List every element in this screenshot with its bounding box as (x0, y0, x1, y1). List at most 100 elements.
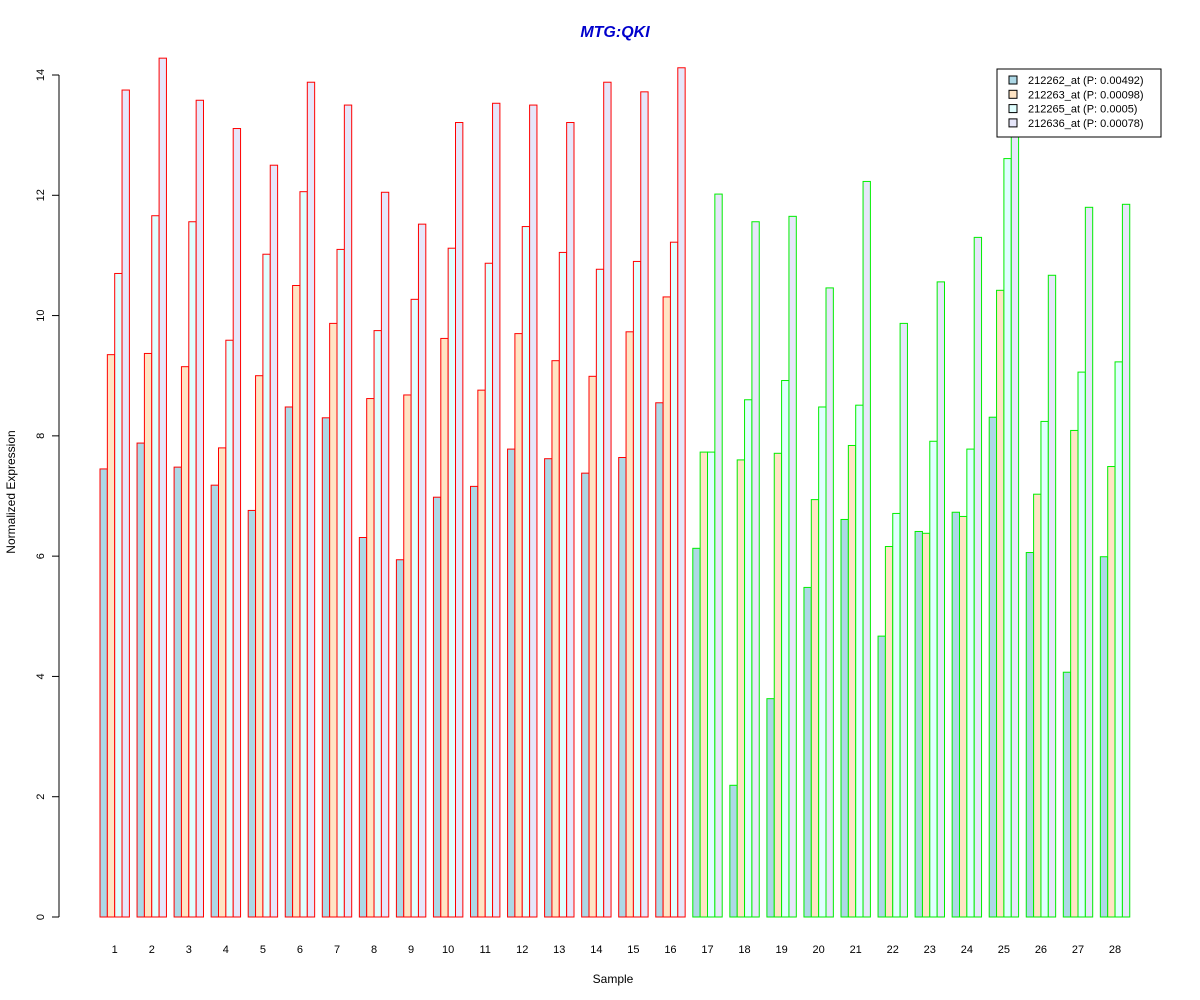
bar-s4-sample-1 (121, 89, 130, 918)
bar-s2-sample-11 (477, 389, 486, 918)
bar-s4-sample-19 (788, 215, 797, 918)
bar-s2-sample-19 (773, 452, 783, 918)
bar-group-sample-9 (395, 223, 427, 918)
bar-s4-sample-18 (751, 221, 760, 918)
bar-group-sample-18 (729, 221, 760, 918)
y-axis: 0 2 4 6 8 10 12 14 (35, 69, 60, 920)
legend-entry-label: 212263_at (P: 0.00098) (1028, 89, 1144, 101)
x-tick-label: 23 (924, 944, 936, 956)
x-tick-label: 19 (775, 944, 787, 956)
bar-s3-sample-28 (1114, 361, 1123, 918)
bar-s2-sample-16 (662, 296, 671, 918)
y-axis-label: Normalized Expression (4, 430, 18, 553)
bar-group-sample-21 (840, 180, 871, 918)
bar-s4-sample-11 (492, 102, 501, 918)
bar-s4-sample-22 (899, 322, 908, 918)
bar-s4-sample-8 (380, 191, 390, 918)
bar-s3-sample-24 (966, 448, 975, 918)
x-tick-label: 27 (1072, 944, 1084, 956)
bar-s2-sample-8 (366, 398, 375, 918)
x-tick-label: 22 (887, 944, 899, 956)
bar-group-sample-2 (136, 57, 167, 918)
bar-group-sample-13 (544, 122, 575, 918)
x-tick-label: 14 (590, 944, 602, 956)
legend-entry-label: 212636_at (P: 0.00078) (1028, 118, 1144, 130)
bar-s1-sample-22 (877, 635, 886, 918)
bar-s2-sample-9 (403, 394, 412, 918)
bar-s2-sample-17 (699, 451, 709, 918)
bar-group-sample-12 (507, 104, 538, 918)
bar-group-sample-3 (173, 99, 204, 918)
bar-s1-sample-3 (173, 466, 182, 918)
bar-s2-sample-22 (884, 546, 894, 918)
bar-s3-sample-20 (818, 406, 827, 918)
bar-s4-sample-17 (714, 193, 723, 918)
y-tick-label: 10 (35, 309, 47, 321)
bar-group-sample-24 (951, 236, 983, 918)
bar-s4-sample-2 (158, 57, 167, 918)
bar-s3-sample-18 (744, 399, 753, 918)
x-tick-label: 24 (961, 944, 973, 956)
x-axis-label: Sample (593, 972, 634, 986)
x-tick-label: 6 (297, 944, 303, 956)
bar-s3-sample-1 (114, 272, 123, 918)
bar-s2-sample-3 (180, 366, 190, 918)
bar-s4-sample-3 (195, 99, 204, 918)
bar-s4-sample-28 (1121, 203, 1131, 918)
y-tick-label: 14 (35, 69, 47, 81)
x-tick-label: 4 (223, 944, 229, 956)
bar-s4-sample-7 (343, 104, 353, 918)
bar-s3-sample-13 (558, 251, 568, 918)
bar-group-sample-27 (1062, 206, 1094, 918)
bar-group-sample-15 (618, 91, 649, 918)
bar-group-sample-28 (1099, 203, 1131, 918)
bar-s3-sample-12 (521, 226, 531, 918)
bar-group-sample-4 (210, 128, 242, 918)
bar-s4-sample-4 (232, 128, 242, 918)
bar-group-sample-16 (655, 67, 686, 918)
bar-s1-sample-19 (766, 698, 775, 918)
bar-s4-sample-10 (455, 122, 464, 918)
legend: 212262_at (P: 0.00492) 212263_at (P: 0.00… (996, 68, 1162, 138)
chart-title: MTG:QKI (580, 24, 650, 41)
x-tick-label: 15 (627, 944, 639, 956)
bar-group-sample-6 (284, 81, 316, 918)
y-tick-label: 2 (35, 794, 47, 800)
bar-group-sample-1 (99, 89, 130, 918)
x-tick-label: 2 (149, 944, 155, 956)
bar-s2-sample-15 (625, 331, 634, 918)
bar-group-sample-26 (1025, 274, 1057, 918)
bar-s4-sample-24 (973, 236, 983, 918)
bar-s4-sample-21 (862, 180, 871, 918)
bar-s3-sample-21 (855, 404, 864, 918)
bar-group-sample-11 (470, 102, 501, 918)
bar-s1-sample-10 (432, 496, 442, 918)
bar-s1-sample-27 (1062, 671, 1072, 918)
x-tick-label: 7 (334, 944, 340, 956)
bar-s3-sample-3 (188, 221, 197, 918)
bar-s4-sample-25 (1010, 128, 1020, 918)
bar-s1-sample-21 (840, 518, 849, 918)
bar-s1-sample-14 (581, 472, 590, 918)
y-tick-label: 6 (35, 553, 47, 559)
bar-s2-sample-25 (996, 289, 1005, 918)
bar-s2-sample-14 (588, 375, 597, 918)
bar-s3-sample-5 (262, 253, 271, 918)
bar-group-sample-5 (247, 164, 279, 918)
bar-group-sample-25 (988, 128, 1020, 918)
bar-s1-sample-1 (99, 468, 108, 918)
bar-groups (99, 57, 1131, 918)
x-tick-label: 12 (516, 944, 528, 956)
bar-s2-sample-20 (810, 499, 820, 918)
bar-s4-sample-16 (677, 67, 686, 918)
bar-group-sample-19 (766, 215, 797, 918)
bar-s1-sample-28 (1099, 556, 1109, 918)
x-tick-label: 1 (112, 944, 118, 956)
bar-s4-sample-27 (1084, 206, 1094, 918)
bar-group-sample-17 (692, 193, 723, 918)
bar-group-sample-14 (581, 81, 612, 918)
bar-s1-sample-24 (951, 511, 961, 918)
bar-s4-sample-26 (1047, 274, 1057, 918)
x-tick-label: 17 (701, 944, 713, 956)
bar-group-sample-23 (914, 281, 946, 918)
